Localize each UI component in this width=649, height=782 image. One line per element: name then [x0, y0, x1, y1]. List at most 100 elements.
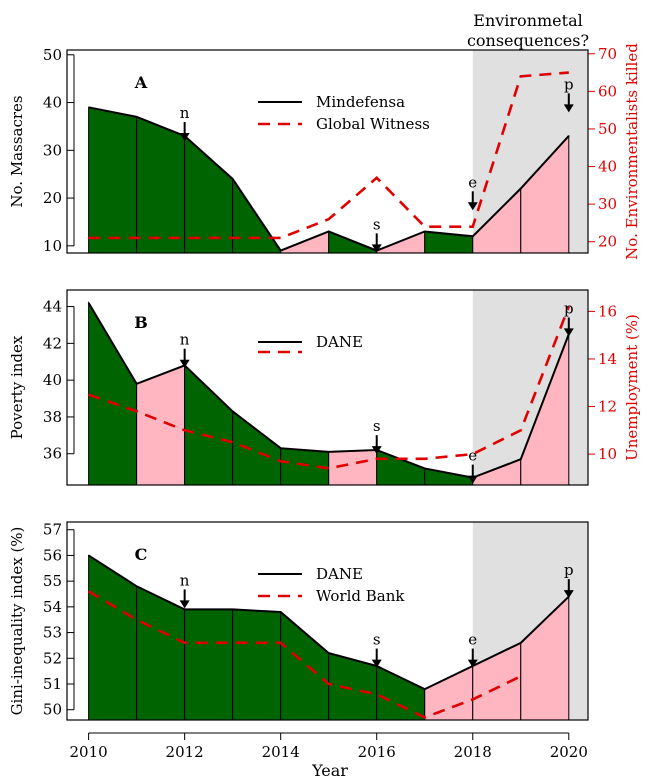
annotation-label: e [468, 631, 477, 649]
fill-segment [184, 134, 234, 254]
y-tick-label: 36 [43, 445, 62, 463]
annotation-arrow-head [467, 659, 478, 668]
annotation-arrow-head [179, 133, 190, 142]
x-tick-label: 2014 [262, 743, 300, 761]
annotation-label: s [373, 417, 381, 435]
annotation-label: p [564, 299, 574, 317]
y-right-tick-label: 10 [598, 445, 617, 463]
annotation-e: e [467, 173, 478, 211]
x-tick-label: 2012 [166, 743, 204, 761]
fill-segment [232, 410, 282, 486]
panels: n s e p A Mindefensa Global Witness 10 20 30 40 50 N… [8, 43, 641, 721]
plot-frame [66, 289, 589, 486]
x-tick-label: 2010 [70, 743, 108, 761]
x-axis-label: Year [311, 761, 348, 780]
fill-segment [328, 449, 378, 486]
legend-label: DANE [316, 565, 363, 583]
y-tick-label: 50 [43, 701, 62, 719]
fill-segment [184, 364, 234, 486]
y-tick-label: 10 [43, 237, 62, 255]
panel-c: n s e p C DANE World Bank 50 51 52 53 54 55 56 57 Gini-… [8, 521, 589, 721]
y-tick-label: 42 [43, 334, 62, 352]
y-axis-label: Poverty index [8, 335, 26, 439]
annotation-p: p [563, 75, 574, 113]
y-right-tick-label: 30 [598, 195, 617, 213]
annotation-arrow-head [371, 659, 382, 668]
annotation-label: n [180, 104, 190, 122]
annotation-p: p [563, 299, 574, 337]
annotation-arrow-head [179, 359, 190, 368]
annotation-label: p [564, 561, 574, 579]
y-tick-label: 57 [43, 521, 62, 539]
x-tick-label: 2016 [358, 743, 396, 761]
fill-segment [232, 608, 282, 721]
y-tick-label: 30 [43, 141, 62, 159]
y-tick-label: 40 [43, 371, 62, 389]
panel-a: n s e p A Mindefensa Global Witness 10 20 30 40 50 N… [8, 43, 641, 260]
plot-frame [66, 49, 589, 254]
x-tick-label: 2018 [454, 743, 492, 761]
series-line-solid [88, 106, 570, 252]
annotation-label: n [180, 331, 190, 349]
y-tick-label: 56 [43, 546, 62, 564]
panel-b: n s e p B DANE 36 38 40 42 44 Poverty index 10 12 14 16… [8, 289, 641, 486]
y-right-tick-label: 60 [598, 82, 617, 100]
annotation-arrow-head [467, 475, 478, 484]
y-axis-label: Gini-inequality index (%) [8, 527, 26, 716]
annotation-arrow-head [371, 244, 382, 253]
series-line-dashed [87, 590, 522, 719]
annotation-n: n [179, 331, 190, 368]
y-axis-right-label: No. Environmentalists killed [623, 43, 641, 260]
annotation-label: e [468, 173, 477, 191]
fill-segment [184, 608, 234, 721]
annotation-label: n [180, 571, 190, 589]
annotation-n: n [179, 571, 190, 609]
legend-label: Mindefensa [316, 93, 405, 111]
fill-segment [136, 116, 186, 254]
series-line-dashed [88, 71, 569, 240]
annotation-p: p [563, 561, 574, 599]
y-tick-label: 20 [43, 189, 62, 207]
annotation-arrow-head [179, 600, 190, 609]
annotation-arrow-head [563, 590, 574, 599]
annotation-arrow-head [467, 202, 478, 211]
y-tick-label: 38 [43, 408, 62, 426]
panel-letter: A [134, 73, 148, 92]
y-tick-label: 55 [43, 572, 62, 590]
annotation-arrow-head [563, 104, 574, 113]
annotation-arrow-head [563, 328, 574, 337]
series-line-solid [88, 554, 570, 691]
annotation-s: s [371, 631, 382, 668]
annotation-s: s [371, 215, 382, 253]
annotation-s: s [371, 417, 382, 455]
annotation-label: s [373, 215, 381, 233]
legend-label: DANE [316, 333, 363, 351]
annotation-label: e [468, 447, 477, 465]
annotation-label: s [373, 631, 381, 649]
series-line-dashed [88, 306, 571, 470]
y-axis-label: No. Massacres [8, 95, 26, 207]
annotation-arrow-head [371, 446, 382, 455]
y-axis-right-label: Unemployment (%) [623, 314, 641, 461]
header-note-line-2: consequences? [467, 31, 589, 50]
fill-segment [424, 665, 474, 721]
plot-frame [66, 521, 589, 721]
y-right-tick-label: 14 [598, 350, 617, 368]
panel-letter: B [134, 313, 148, 332]
y-tick-label: 40 [43, 94, 62, 112]
y-right-tick-label: 20 [598, 233, 617, 251]
y-tick-label: 54 [43, 598, 62, 616]
fill-segment [88, 554, 138, 721]
x-axis-ticks: 2010 2012 2014 2016 2018 2020 [70, 732, 588, 761]
panel-letter: C [135, 545, 148, 564]
annotation-label: p [564, 75, 574, 93]
y-tick-label: 53 [43, 624, 62, 642]
y-tick-label: 50 [43, 46, 62, 64]
annotation-e: e [467, 447, 478, 484]
y-right-tick-label: 12 [598, 398, 617, 416]
header-note: Environmetal consequences? [467, 11, 589, 50]
fill-segment [280, 610, 330, 721]
annotation-e: e [467, 631, 478, 668]
fill-segment [376, 449, 426, 486]
